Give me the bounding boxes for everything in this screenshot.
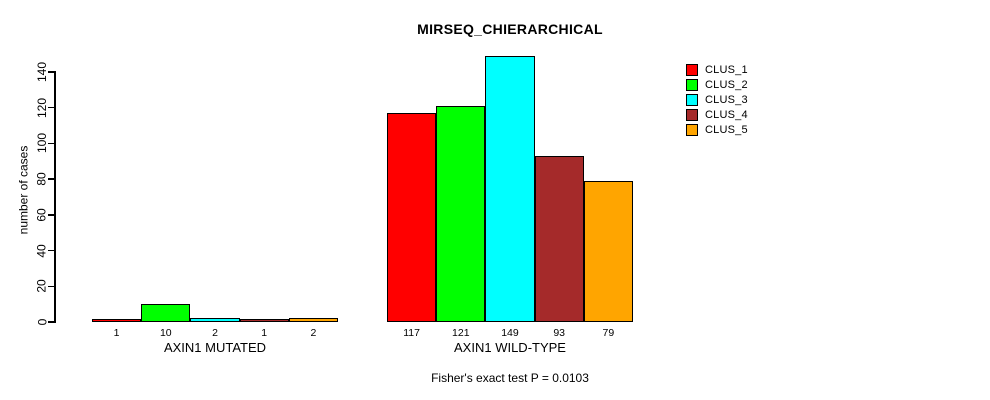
bar-clus-3-axin1-mutated	[190, 318, 240, 322]
legend-swatch-icon	[686, 64, 698, 77]
legend-label: CLUS_4	[705, 108, 748, 121]
legend-label: CLUS_3	[705, 93, 748, 106]
chart-title: MIRSEQ_CHIERARCHICAL	[417, 21, 603, 37]
y-tick-label-text: 20	[34, 279, 49, 293]
bar-clus-2-axin1-wild-type	[436, 105, 486, 322]
y-tick-label-text: 0	[35, 318, 49, 326]
bar-clus-5-axin1-mutated	[288, 318, 338, 322]
legend-entry-clus-5: CLUS_5	[686, 122, 748, 137]
legend-entry-clus-4: CLUS_4	[686, 107, 748, 122]
x-group-label-axin1-wild-type: AXIN1 WILD-TYPE	[454, 340, 566, 355]
bar-value-label: 2	[212, 327, 218, 339]
bar-value-label: 10	[159, 327, 172, 339]
bar-value-label: 149	[501, 327, 519, 339]
x-group-label-axin1-mutated: AXIN1 MUTATED	[163, 340, 267, 355]
y-axis-tick	[48, 285, 55, 288]
y-axis-title-text: number of cases	[16, 145, 30, 235]
y-tick-label-text: 140	[35, 61, 49, 83]
bar-clus-1-axin1-mutated	[92, 319, 142, 322]
bar-clus-4-axin1-mutated	[239, 319, 289, 322]
y-tick-label: 140	[33, 42, 51, 102]
legend-swatch-icon	[686, 79, 698, 92]
bar-value-label: 1	[261, 327, 268, 339]
legend-label: CLUS_1	[705, 64, 748, 77]
y-axis-tick	[48, 71, 55, 73]
y-axis-tick	[48, 321, 55, 323]
y-axis-tick	[48, 214, 55, 216]
bar-value-label: 121	[452, 327, 470, 339]
legend-entry-clus-3: CLUS_3	[686, 93, 748, 108]
legend-entry-clus-2: CLUS_2	[686, 78, 748, 93]
y-tick-label-text: 80	[34, 172, 49, 186]
y-axis-tick	[48, 106, 55, 109]
bar-value-label: 1	[113, 327, 120, 339]
y-axis-tick	[48, 142, 55, 145]
y-axis-tick	[48, 249, 55, 252]
bar-value-label: 117	[403, 327, 420, 339]
bar-value-label: 79	[602, 327, 615, 339]
y-tick-label-text: 40	[34, 243, 49, 258]
bar-clus-2-axin1-mutated	[141, 304, 191, 322]
y-axis-tick	[48, 178, 55, 180]
bar-value-label: 2	[310, 327, 317, 339]
legend-label: CLUS_5	[705, 123, 748, 136]
bar-value-label: 93	[553, 327, 566, 339]
y-tick-label-text: 60	[34, 208, 49, 222]
legend-swatch-icon	[686, 123, 698, 136]
bar-clus-5-axin1-wild-type	[583, 180, 633, 322]
legend: CLUS_1 CLUS_2 CLUS_3 CLUS_4 CLUS_5	[686, 63, 748, 137]
legend-swatch-icon	[686, 108, 698, 121]
bar-clus-1-axin1-wild-type	[387, 113, 437, 322]
legend-label: CLUS_2	[705, 79, 748, 92]
legend-swatch-icon	[686, 93, 698, 106]
footer-note: Fisher's exact test P = 0.0103	[431, 371, 589, 385]
bar-clus-4-axin1-wild-type	[534, 155, 584, 322]
bar-clus-3-axin1-wild-type	[485, 55, 535, 322]
y-axis-line	[54, 71, 56, 323]
legend-entry-clus-1: CLUS_1	[686, 63, 748, 78]
y-axis-title: number of cases	[14, 146, 32, 235]
